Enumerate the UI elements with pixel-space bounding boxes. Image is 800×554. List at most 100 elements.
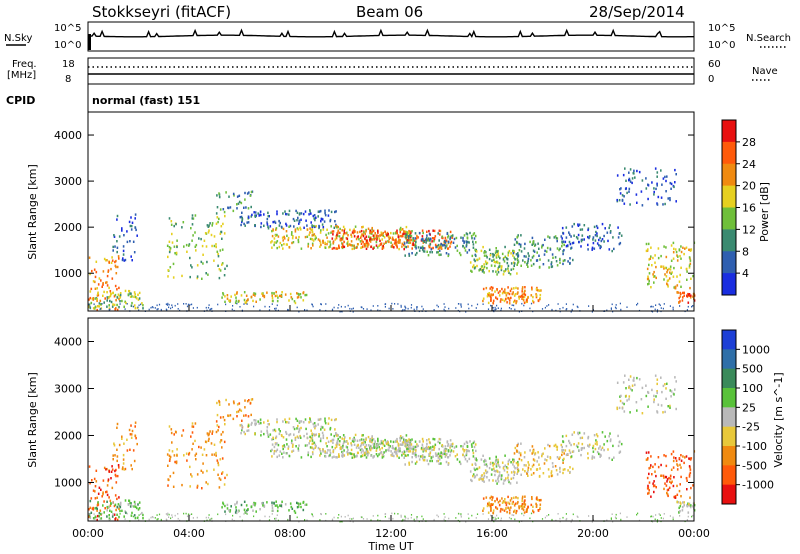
velocity-echo-cell: [266, 431, 269, 434]
velocity-echo-cell: [614, 516, 617, 519]
velocity-echo-cell: [170, 517, 172, 520]
power-echo-cell: [455, 307, 457, 309]
power-echo-cell: [651, 264, 653, 267]
power-echo-cell: [251, 190, 254, 193]
power-echo-cell: [616, 174, 619, 177]
velocity-echo-cell: [398, 447, 400, 450]
velocity-echo-cell: [276, 442, 278, 445]
velocity-echo-cell: [135, 437, 137, 440]
velocity-echo-cell: [253, 515, 255, 518]
power-echo-cell: [507, 286, 509, 289]
velocity-echo-cell: [384, 438, 386, 442]
power-echo-cell: [235, 299, 238, 302]
velocity-echo-cell: [243, 513, 245, 515]
velocity-echo-cell: [116, 459, 118, 463]
velocity-echo-cell: [352, 438, 355, 441]
power-echo-cell: [346, 237, 349, 240]
power-echo-cell: [114, 293, 117, 297]
velocity-echo-cell: [94, 485, 97, 488]
velocity-echo-cell: [521, 503, 524, 506]
power-echo-cell: [650, 305, 653, 308]
power-echo-cell: [131, 221, 134, 224]
power-echo-cell: [439, 233, 441, 236]
velocity-echo-cell: [483, 472, 485, 475]
velocity-echo-cell: [121, 435, 123, 438]
power-echo-cell: [366, 308, 368, 310]
velocity-echo-cell: [482, 509, 484, 512]
velocity-echo-cell: [332, 449, 335, 452]
power-echo-cell: [234, 301, 237, 304]
power-echo-cell: [466, 240, 468, 244]
velocity-echo-cell: [465, 440, 468, 444]
velocity-echo-cell: [527, 461, 529, 464]
velocity-echo-cell: [324, 455, 327, 458]
velocity-echo-cell: [369, 437, 372, 441]
velocity-echo-cell: [391, 445, 394, 448]
power-echo-cell: [247, 216, 250, 219]
power-echo-cell: [323, 220, 326, 223]
power-echo-cell: [167, 275, 169, 278]
velocity-echo-cell: [462, 448, 464, 451]
power-echo-cell: [493, 253, 495, 257]
velocity-echo-cell: [281, 445, 284, 448]
power-echo-cell: [98, 305, 100, 308]
power-echo-cell: [483, 251, 485, 254]
velocity-echo-cell: [360, 438, 363, 441]
power-echo-cell: [449, 230, 452, 234]
power-echo-cell: [514, 299, 516, 302]
power-echo-cell: [407, 237, 410, 240]
velocity-echo-cell: [673, 476, 675, 479]
power-echo-cell: [527, 265, 529, 268]
power-echo-cell: [277, 296, 279, 299]
power-echo-cell: [433, 229, 436, 233]
power-echo-cell: [655, 265, 657, 269]
velocity-echo-cell: [124, 499, 127, 502]
power-echo-cell: [622, 173, 625, 177]
velocity-echo-cell: [604, 435, 606, 438]
power-echo-cell: [596, 232, 598, 235]
power-echo-cell: [564, 240, 567, 244]
velocity-echo-cell: [564, 449, 567, 452]
power-echo-cell: [528, 254, 530, 258]
velocity-echo-cell: [375, 449, 378, 452]
power-echo-cell: [537, 299, 540, 303]
power-echo-cell: [271, 229, 273, 233]
velocity-echo-cell: [522, 468, 524, 471]
power-echo-cell: [654, 261, 656, 264]
velocity-echo-cell: [268, 423, 270, 426]
power-echo-cell: [693, 294, 696, 297]
nsky-label: N.Sky: [4, 33, 32, 44]
power-echo-cell: [517, 291, 519, 294]
power-echo-cell: [484, 250, 487, 254]
power-echo-cell: [619, 188, 621, 191]
velocity-echo-cell: [241, 419, 243, 422]
power-echo-cell: [262, 292, 264, 295]
velocity-echo-cell: [116, 448, 118, 451]
velocity-echo-cell: [515, 511, 517, 515]
power-echo-cell: [361, 233, 363, 236]
power-echo-cell: [490, 264, 493, 267]
velocity-echo-cell: [253, 419, 255, 422]
velocity-echo-cell: [490, 506, 492, 509]
velocity-echo-cell: [171, 450, 174, 453]
power-echo-cell: [209, 222, 211, 225]
time-tick-label: 12:00: [375, 527, 407, 540]
power-echo-cell: [216, 194, 218, 197]
power-echo-cell: [609, 224, 611, 227]
power-echo-cell: [636, 201, 638, 204]
power-echo-cell: [667, 285, 669, 288]
velocity-echo-cell: [561, 453, 563, 457]
power-echo-cell: [406, 235, 409, 238]
power-echo-cell: [653, 193, 655, 196]
power-echo-cell: [647, 197, 649, 201]
power-echo-cell: [318, 226, 320, 230]
power-echo-cell: [369, 229, 372, 232]
power-echo-cell: [133, 295, 135, 298]
velocity-echo-cell: [680, 502, 682, 505]
velocity-echo-cell: [663, 476, 665, 479]
power-echo-cell: [401, 228, 404, 231]
velocity-echo-cell: [217, 513, 219, 516]
power-echo-cell: [331, 247, 334, 250]
velocity-echo-cell: [245, 414, 247, 417]
